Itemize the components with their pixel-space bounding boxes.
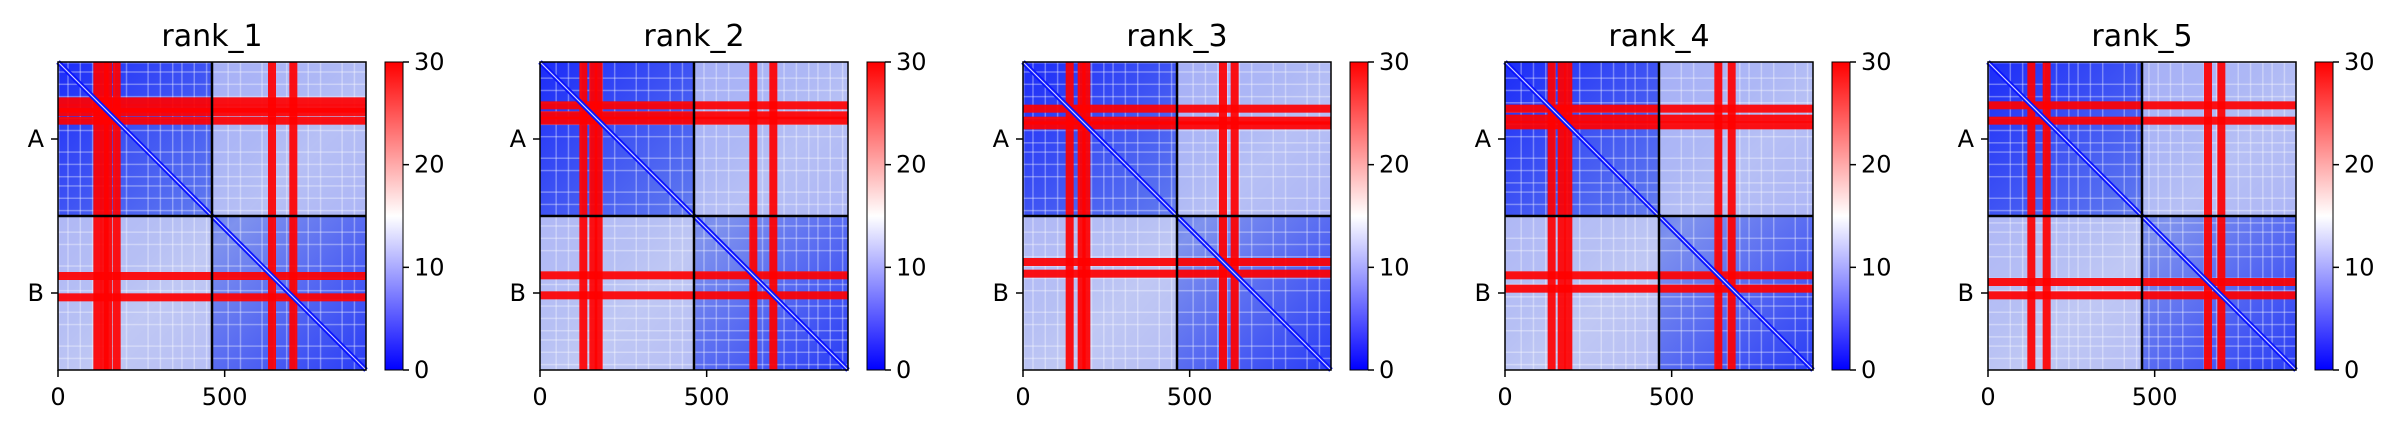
interchain-block-ba — [58, 216, 212, 370]
y-tick-label: A — [28, 125, 45, 153]
x-tick-label: 0 — [50, 383, 65, 411]
colorbar-tick-label: 10 — [1379, 253, 1410, 281]
x-tick-label: 500 — [2132, 383, 2178, 411]
colorbar-tick-label: 30 — [1379, 48, 1410, 76]
panel-rank-3: rank_3 A B 0 500 0 10 20 30 — [993, 19, 1410, 411]
panel-rank-4: rank_4 A B 0 500 0 10 20 30 — [1475, 19, 1892, 411]
colorbar — [384, 61, 404, 371]
x-tick-label: 0 — [1497, 383, 1512, 411]
heatmap-frame — [57, 61, 367, 371]
panel-title: rank_5 — [2091, 19, 2192, 54]
y-tick-label: A — [510, 125, 527, 153]
colorbar-tick-label: 20 — [1861, 151, 1892, 179]
x-tick-label: 0 — [1980, 383, 1995, 411]
colorbar-tick-label: 30 — [1861, 48, 1892, 76]
x-tick-label: 500 — [1167, 383, 1213, 411]
colorbar-tick-label: 30 — [414, 48, 445, 76]
y-tick-label: B — [1958, 279, 1974, 307]
colorbar-tick-label: 10 — [1861, 253, 1892, 281]
colorbar-tick-label: 0 — [896, 356, 911, 384]
colorbar-tick-label: 0 — [2344, 356, 2359, 384]
interchain-block-ba — [1023, 216, 1177, 370]
colorbar-tick-label: 10 — [2344, 253, 2375, 281]
colorbar-tick-label: 20 — [414, 151, 445, 179]
interchain-block-ab — [1659, 62, 1813, 216]
y-tick-label: A — [993, 125, 1010, 153]
y-tick-label: B — [28, 279, 44, 307]
x-tick-label: 0 — [532, 383, 547, 411]
panel-title: rank_2 — [643, 19, 744, 54]
heatmap-frame — [1022, 61, 1332, 371]
y-tick-label: B — [510, 279, 526, 307]
x-tick-label: 500 — [202, 383, 248, 411]
colorbar-tick-label: 30 — [896, 48, 927, 76]
interchain-block-ba — [1505, 216, 1659, 370]
y-tick-label: B — [1475, 279, 1491, 307]
colorbar-tick-label: 10 — [896, 253, 927, 281]
colorbar-tick-label: 0 — [1379, 356, 1394, 384]
y-tick-label: A — [1475, 125, 1492, 153]
panel-rank-5: rank_5 A B 0 500 0 10 20 30 — [1958, 19, 2375, 411]
heatmap-frame — [539, 61, 849, 371]
colorbar-tick-label: 10 — [414, 253, 445, 281]
interchain-block-ab — [1177, 62, 1331, 216]
y-tick-label: B — [993, 279, 1009, 307]
colorbar — [2314, 61, 2334, 371]
panel-title: rank_1 — [161, 19, 262, 54]
colorbar-tick-label: 20 — [896, 151, 927, 179]
colorbar-tick-label: 20 — [1379, 151, 1410, 179]
heatmap-frame — [1504, 61, 1814, 371]
panel-rank-1: rank_1 A B 0 500 0 10 20 30 — [28, 19, 445, 411]
panel-title: rank_3 — [1126, 19, 1227, 54]
heatmap-frame — [1987, 61, 2297, 371]
colorbar-tick-label: 0 — [1861, 356, 1876, 384]
panel-title: rank_4 — [1608, 19, 1709, 54]
x-tick-label: 500 — [684, 383, 730, 411]
interchain-block-ab — [212, 62, 366, 216]
panel-rank-2: rank_2 A B 0 500 0 10 20 30 — [510, 19, 927, 411]
colorbar-tick-label: 30 — [2344, 48, 2375, 76]
y-tick-label: A — [1958, 125, 1975, 153]
x-tick-label: 500 — [1649, 383, 1695, 411]
colorbar-tick-label: 0 — [414, 356, 429, 384]
x-tick-label: 0 — [1015, 383, 1030, 411]
colorbar — [866, 61, 886, 371]
colorbar — [1831, 61, 1851, 371]
colorbar-tick-label: 20 — [2344, 151, 2375, 179]
colorbar — [1349, 61, 1369, 371]
